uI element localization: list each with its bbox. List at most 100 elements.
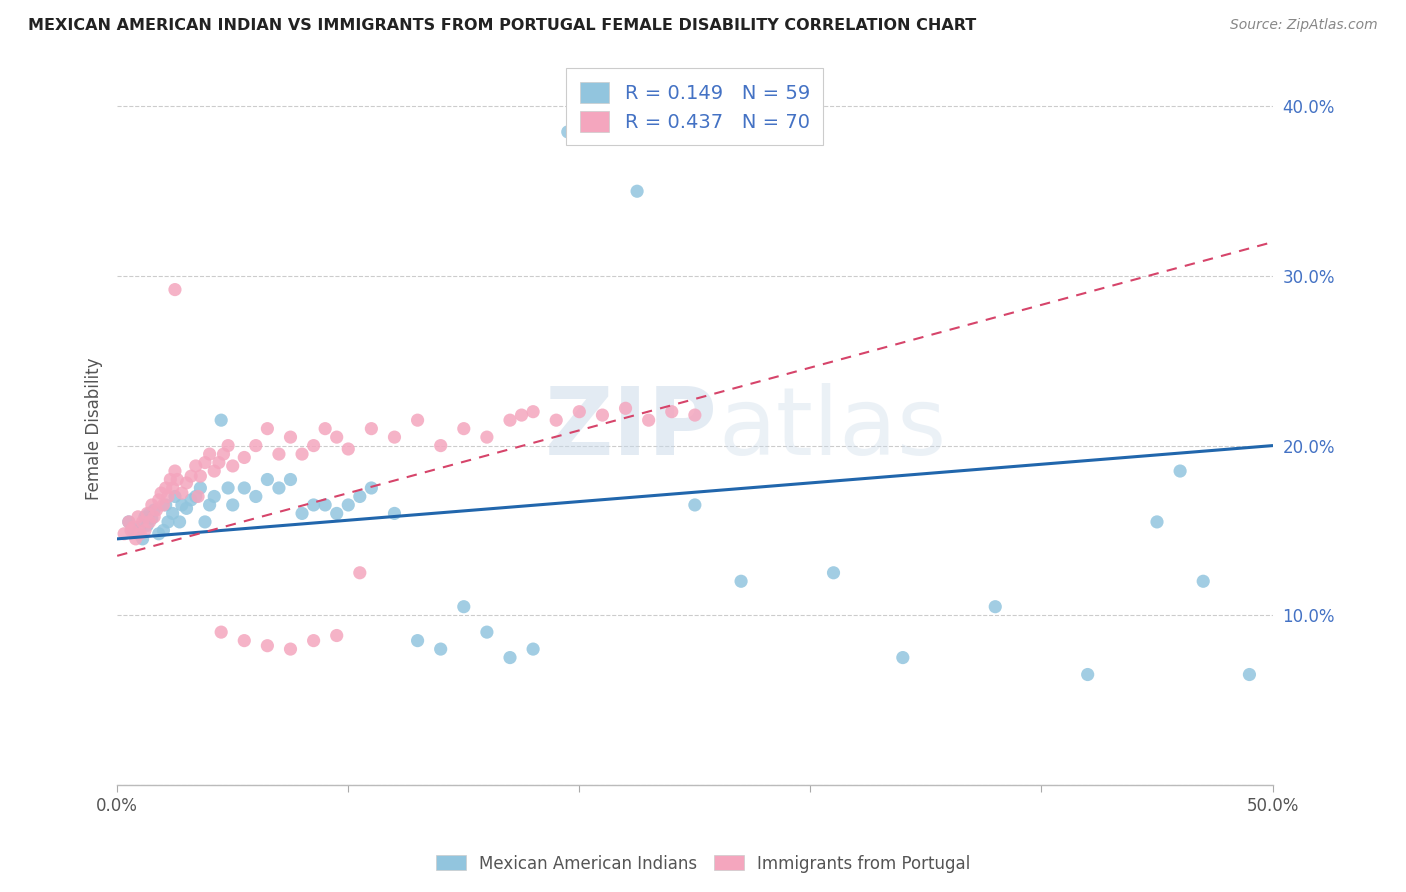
Point [152,498,174,512]
Point [176,501,198,516]
Point [148,492,170,507]
Text: MEXICAN AMERICAN INDIAN VS IMMIGRANTS FROM PORTUGAL FEMALE DISABILITY CORRELATIO: MEXICAN AMERICAN INDIAN VS IMMIGRANTS FR… [28,18,976,33]
Point [162,481,184,495]
Point [453,422,475,436]
Point [176,475,198,490]
Point [190,469,212,483]
Legend: Mexican American Indians, Immigrants from Portugal: Mexican American Indians, Immigrants fro… [429,848,977,880]
Point [143,503,166,517]
Point [325,628,347,642]
Point [280,642,302,657]
Point [170,498,193,512]
Point [245,490,267,504]
Point [120,524,142,538]
Point [626,184,648,198]
Point [406,633,429,648]
Point [661,405,683,419]
Point [217,439,239,453]
Point [155,498,177,512]
Text: ZIP: ZIP [546,383,718,475]
Point [499,650,522,665]
Point [1077,667,1099,681]
Point [141,511,163,525]
Point [134,509,156,524]
Point [891,650,914,665]
Point [180,469,202,483]
Point [637,413,659,427]
Point [163,464,186,478]
Point [184,490,207,504]
Point [184,458,207,473]
Point [136,518,159,533]
Point [256,422,278,436]
Text: atlas: atlas [718,383,946,475]
Point [202,464,225,478]
Point [124,532,146,546]
Point [163,283,186,297]
Point [127,526,149,541]
Point [1168,464,1191,478]
Point [145,503,167,517]
Point [337,498,360,512]
Point [129,520,152,534]
Point [198,447,221,461]
Y-axis label: Female Disability: Female Disability [86,358,103,500]
Point [360,422,382,436]
Point [122,524,145,538]
Point [683,498,706,512]
Point [198,498,221,512]
Point [152,524,174,538]
Point [122,520,145,534]
Point [546,413,568,427]
Legend: R = 0.149   N = 59, R = 0.437   N = 70: R = 0.149 N = 59, R = 0.437 N = 70 [567,68,824,145]
Point [256,473,278,487]
Point [209,413,232,427]
Point [730,574,752,589]
Point [614,401,637,416]
Point [823,566,845,580]
Point [112,526,135,541]
Point [194,515,217,529]
Point [166,473,188,487]
Point [141,498,163,512]
Point [155,481,177,495]
Point [138,507,160,521]
Point [217,481,239,495]
Point [429,439,451,453]
Point [157,490,180,504]
Point [187,490,209,504]
Point [522,642,544,657]
Point [129,526,152,541]
Text: Source: ZipAtlas.com: Source: ZipAtlas.com [1230,18,1378,32]
Point [302,439,325,453]
Point [557,125,579,139]
Point [180,492,202,507]
Point [194,456,217,470]
Point [1146,515,1168,529]
Point [453,599,475,614]
Point [233,633,256,648]
Point [475,430,498,444]
Point [256,639,278,653]
Point [131,532,153,546]
Point [202,490,225,504]
Point [302,498,325,512]
Point [190,481,212,495]
Point [208,456,231,470]
Point [159,473,181,487]
Point [325,507,347,521]
Point [384,507,406,521]
Point [118,515,141,529]
Point [233,450,256,465]
Point [291,447,314,461]
Point [510,408,533,422]
Point [291,507,314,521]
Point [591,408,613,422]
Point [138,515,160,529]
Point [136,507,159,521]
Point [337,442,360,456]
Point [1239,667,1261,681]
Point [314,498,336,512]
Point [406,413,429,427]
Point [267,447,290,461]
